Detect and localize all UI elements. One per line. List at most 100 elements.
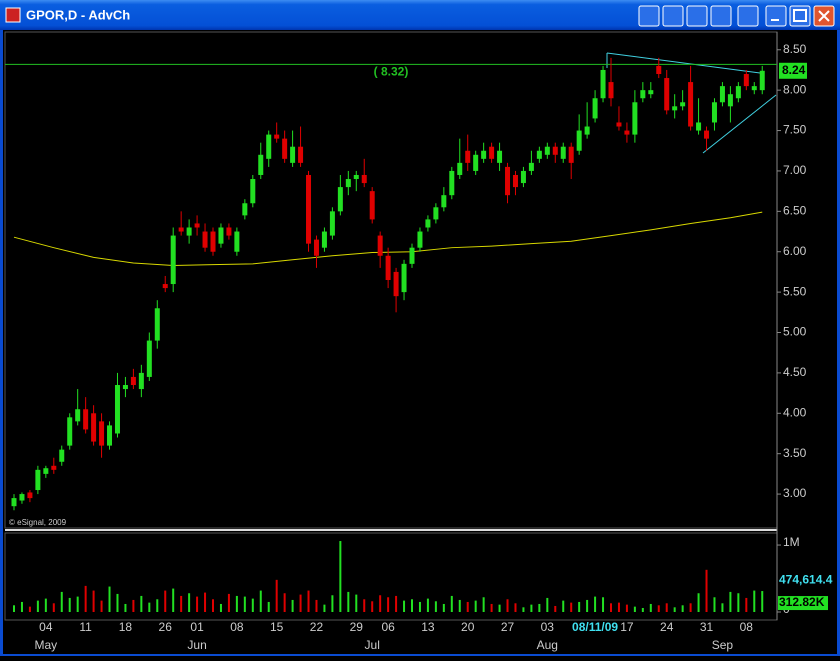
candle-body: [560, 146, 566, 159]
button[interactable]: [638, 5, 660, 27]
candle-body: [608, 82, 614, 99]
volume-bar: [299, 594, 302, 612]
candle-body: [178, 227, 184, 232]
candle-body: [457, 162, 463, 175]
volume-bar: [251, 598, 254, 612]
candle-body: [11, 498, 17, 507]
last-price-box: [779, 62, 807, 79]
volume-bar: [753, 590, 756, 612]
x-tick-label: 08: [230, 620, 244, 634]
toolbar-buttons: [638, 5, 835, 27]
button[interactable]: [710, 5, 732, 27]
x-tick-label: 20: [461, 620, 475, 634]
volume-bar: [148, 602, 151, 612]
candle-body: [719, 86, 725, 103]
candle-body: [122, 385, 128, 390]
volume-bar: [745, 597, 748, 612]
volume-bar: [633, 606, 636, 612]
x-tick-label: 08/11/09: [572, 620, 618, 634]
candle-body: [282, 138, 288, 159]
volume-bar: [180, 595, 183, 612]
candle-body: [83, 409, 89, 430]
candle-body: [345, 179, 351, 188]
y-tick-label: 5.50: [783, 284, 807, 298]
candle-body: [735, 86, 741, 99]
volume-bar: [283, 593, 286, 612]
volume-bar: [490, 603, 493, 612]
x-tick-label: 24: [660, 620, 674, 634]
candle-body: [321, 231, 327, 248]
volume-bar: [617, 602, 620, 612]
candle-body: [146, 340, 152, 377]
volume-bar: [721, 603, 724, 612]
candle-body: [536, 150, 542, 159]
candle-body: [99, 421, 105, 446]
candle-body: [329, 211, 335, 236]
level-label: ( 8.32): [374, 64, 409, 78]
y-tick-label: 7.50: [783, 123, 807, 137]
button[interactable]: [686, 5, 708, 27]
candle-body: [27, 492, 33, 499]
candle-body: [441, 195, 447, 208]
volume-bar: [625, 604, 628, 612]
candle-body: [568, 146, 574, 163]
candle-body: [67, 417, 73, 446]
candle-body: [449, 170, 455, 196]
y-tick-label: 4.00: [783, 405, 807, 419]
button[interactable]: [737, 5, 759, 27]
candle-body: [154, 308, 160, 341]
volume-bar: [28, 606, 31, 612]
x-tick-label: 27: [501, 620, 515, 634]
candle-body: [258, 154, 264, 175]
candle-body: [19, 494, 25, 501]
candle-body: [91, 413, 97, 442]
volume-bar: [36, 600, 39, 612]
button[interactable]: [662, 5, 684, 27]
volume-bar: [188, 593, 191, 612]
candle-body: [361, 174, 367, 184]
candle-body: [162, 284, 168, 289]
candle-body: [672, 106, 678, 111]
candle-body: [576, 130, 582, 151]
candle-body: [186, 227, 192, 236]
candle-body: [505, 166, 511, 196]
candle-body: [43, 468, 49, 474]
volume-bar: [570, 602, 573, 612]
candle-body: [274, 134, 280, 139]
volume-bar: [259, 590, 262, 612]
volume-bar: [498, 604, 501, 612]
volume-bar: [641, 607, 644, 612]
volume-bar: [108, 586, 111, 612]
candle-body: [489, 146, 495, 159]
volume-bar: [371, 601, 374, 612]
volume-tick-label: 1M: [783, 535, 800, 549]
volume-bar: [546, 597, 549, 612]
month-label: Jul: [365, 638, 380, 652]
last-volume-label: 312.82K: [779, 595, 825, 609]
volume-bar: [76, 596, 79, 612]
volume-bar: [434, 601, 437, 612]
candle-body: [377, 235, 383, 256]
candle-body: [759, 70, 765, 91]
candle-body: [648, 90, 654, 95]
trendline: [606, 52, 761, 74]
volume-bar: [100, 600, 103, 612]
volume-bar: [84, 585, 87, 612]
volume-bar: [212, 599, 214, 612]
volume-bar: [554, 605, 557, 612]
candle-body: [433, 207, 439, 220]
minimize-button[interactable]: [765, 5, 787, 27]
candle-body: [600, 69, 606, 99]
volume-bar: [60, 591, 63, 612]
candle-body: [704, 130, 710, 139]
volume-bar: [20, 601, 23, 612]
candle-body: [688, 82, 694, 127]
x-tick-label: 11: [79, 620, 92, 634]
y-tick-label: 7.00: [783, 163, 807, 177]
volume-bar: [355, 594, 358, 612]
volume-bar: [657, 605, 660, 612]
volume-bar: [156, 599, 159, 612]
trendline: [702, 94, 777, 154]
volume-bar: [291, 599, 294, 612]
candle-body: [313, 239, 319, 256]
